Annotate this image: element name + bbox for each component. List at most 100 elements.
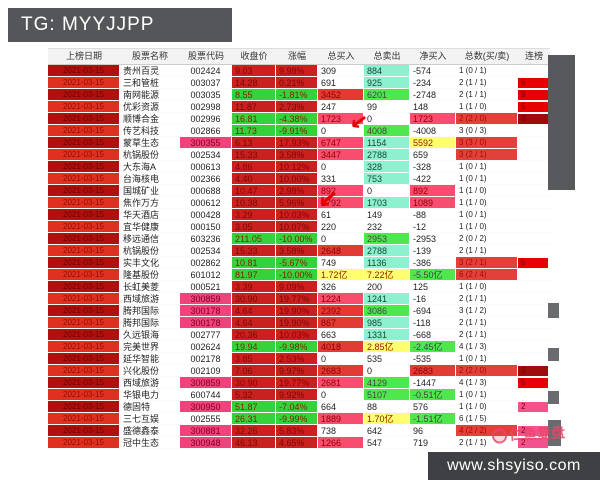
- total-buy-cell: 0: [318, 233, 364, 245]
- close-price-cell: 11.87: [232, 101, 276, 113]
- column-header: 股票名称: [131, 51, 168, 61]
- table-row[interactable]: 2021-03-15 台海核电 002366 4.40 10.00% 331 7…: [48, 173, 550, 185]
- date-cell: 2021-03-15: [48, 185, 120, 197]
- table-row[interactable]: 2021-03-15 华天酒店 000428 3.29 10.03% 61 14…: [48, 209, 550, 221]
- stock-name-cell[interactable]: 长虹美菱: [120, 281, 180, 293]
- table-row[interactable]: 2021-03-15 移远通信 603236 211.05 -10.00% 0 …: [48, 233, 550, 245]
- streak-cell: 9: [518, 89, 550, 101]
- streak-badge: 3: [518, 114, 548, 124]
- count-cell: 6 (1 / 5): [456, 413, 518, 425]
- total-sell-cell: 547: [364, 437, 410, 449]
- stock-name-cell[interactable]: 移远通信: [120, 233, 180, 245]
- stock-name-cell[interactable]: 大东海A: [120, 161, 180, 173]
- stock-name-cell[interactable]: 华天酒店: [120, 209, 180, 221]
- stock-name-cell[interactable]: 台海核电: [120, 173, 180, 185]
- table-row[interactable]: 2021-03-15 长虹美菱 000521 3.39 9.09% 326 20…: [48, 281, 550, 293]
- stock-name-cell[interactable]: 完美世界: [120, 341, 180, 353]
- table-row[interactable]: 2021-03-15 西域旅游 300859 30.90 19.77% 2681…: [48, 377, 550, 389]
- table-row[interactable]: 2021-03-15 宜华健康 000150 3.05 10.07% 220 2…: [48, 221, 550, 233]
- count-cell: 2 (0 / 2): [456, 233, 518, 245]
- stock-name-cell[interactable]: 贵州百灵: [120, 65, 180, 77]
- stock-name-cell[interactable]: 盛德鑫泰: [120, 425, 180, 437]
- table-row[interactable]: 2021-03-15 国城矿业 000688 10.47 2.98% 892 0…: [48, 185, 550, 197]
- total-buy-cell: 664: [318, 401, 364, 413]
- streak-cell: [518, 389, 550, 401]
- streak-cell: [518, 245, 550, 257]
- table-row[interactable]: 2021-03-15 三和管桩 003037 14.28 0.21% 691 9…: [48, 77, 550, 89]
- count-cell: 1 (0 / 1): [456, 389, 518, 401]
- stock-name-cell[interactable]: 久远银海: [120, 329, 180, 341]
- table-row[interactable]: 2021-03-15 隆基股份 601012 81.97 -10.00% 1.7…: [48, 269, 550, 281]
- stock-name-cell[interactable]: 国城矿业: [120, 185, 180, 197]
- table-row[interactable]: 2021-03-15 华银电力 600744 5.32 9.92% 0 5107…: [48, 389, 550, 401]
- change-pct-cell: 10.07%: [276, 221, 318, 233]
- close-price-cell: 32.26: [232, 425, 276, 437]
- date-cell: 2021-03-15: [48, 329, 120, 341]
- stock-name-cell[interactable]: 实丰文化: [120, 257, 180, 269]
- stock-name-cell[interactable]: 腾邦国际: [120, 305, 180, 317]
- table-row[interactable]: 2021-03-15 蒙草生态 300355 6.13 17.93% 6747 …: [48, 137, 550, 149]
- stock-name-cell[interactable]: 杭锅股份: [120, 245, 180, 257]
- stock-code-cell: 002109: [180, 365, 232, 377]
- column-header: 收盘价: [240, 51, 268, 61]
- net-buy-cell: -5.50亿: [410, 269, 456, 281]
- table-row[interactable]: 2021-03-15 延华智能 002178 3.85 2.53% 0 535 …: [48, 353, 550, 365]
- count-cell: 3 (1 / 2): [456, 305, 518, 317]
- count-cell: 2 (1 / 1): [456, 89, 518, 101]
- net-buy-cell: -694: [410, 305, 456, 317]
- stock-name-cell[interactable]: 传艺科技: [120, 125, 180, 137]
- table-row[interactable]: 2021-03-15 三七互娱 002555 26.31 -9.99% 1889…: [48, 413, 550, 425]
- stock-name-cell[interactable]: 顺博合金: [120, 113, 180, 125]
- streak-cell: 6: [518, 77, 550, 89]
- table-row[interactable]: 2021-03-15 杭锅股份 002534 15.33 3.58% 3447 …: [48, 149, 550, 161]
- table-row[interactable]: 2021-03-15 完美世界 002624 19.94 -9.98% 4018…: [48, 341, 550, 353]
- stock-name-cell[interactable]: 宜华健康: [120, 221, 180, 233]
- stock-name-cell[interactable]: 杭锅股份: [120, 149, 180, 161]
- close-price-cell: 4.64: [232, 305, 276, 317]
- date-cell: 2021-03-15: [48, 437, 120, 449]
- table-row[interactable]: 2021-03-15 大东海A 000613 4.86 10.12% 0 328…: [48, 161, 550, 173]
- table-row[interactable]: 2021-03-15 盛德鑫泰 300881 32.26 5.83% 738 6…: [48, 425, 550, 437]
- change-pct-cell: -5.67%: [276, 257, 318, 269]
- table-row[interactable]: 2021-03-15 冠中生态 300948 46.13 4.65% 1266 …: [48, 437, 550, 449]
- stock-name-cell[interactable]: 南网能源: [120, 89, 180, 101]
- stock-name-cell[interactable]: 西域旅游: [120, 377, 180, 389]
- table-row[interactable]: 2021-03-15 杭锅股份 002534 15.33 3.58% 2648 …: [48, 245, 550, 257]
- total-buy-cell: 4018: [318, 341, 364, 353]
- table-row[interactable]: 2021-03-15 久远银海 002777 20.36 10.03% 663 …: [48, 329, 550, 341]
- stock-name-cell[interactable]: 冠中生态: [120, 437, 180, 449]
- close-price-cell: 15.33: [232, 149, 276, 161]
- table-row[interactable]: 2021-03-15 腾邦国际 300178 4.64 19.90% 867 9…: [48, 317, 550, 329]
- count-cell: 2 (2 / 0): [456, 113, 518, 125]
- stock-name-cell[interactable]: 腾邦国际: [120, 317, 180, 329]
- table-row[interactable]: 2021-03-15 焦作万方 000612 10.38 5.96% 2792 …: [48, 197, 550, 209]
- table-row[interactable]: 2021-03-15 德固特 300950 51.87 -7.04% 664 8…: [48, 401, 550, 413]
- stock-name-cell[interactable]: 焦作万方: [120, 197, 180, 209]
- total-sell-cell: 1703: [364, 197, 410, 209]
- total-sell-cell: 4008: [364, 125, 410, 137]
- stock-name-cell[interactable]: 蒙草生态: [120, 137, 180, 149]
- table-row[interactable]: 2021-03-15 传艺科技 002866 11.73 -9.91% 0 40…: [48, 125, 550, 137]
- stock-name-cell[interactable]: 德固特: [120, 401, 180, 413]
- table-row[interactable]: 2021-03-15 西域旅游 300859 30.90 19.77% 1224…: [48, 293, 550, 305]
- table-row[interactable]: 2021-03-15 优彩资源 002998 11.87 2.73% 247 9…: [48, 101, 550, 113]
- stock-name-cell[interactable]: 优彩资源: [120, 101, 180, 113]
- stock-name-cell[interactable]: 隆基股份: [120, 269, 180, 281]
- table-row[interactable]: 2021-03-15 兴化股份 002109 7.06 9.97% 2683 0…: [48, 365, 550, 377]
- stock-name-cell[interactable]: 三和管桩: [120, 77, 180, 89]
- table-row[interactable]: 2021-03-15 实丰文化 002862 10.81 -5.67% 749 …: [48, 257, 550, 269]
- stock-name-cell[interactable]: 延华智能: [120, 353, 180, 365]
- stock-name-cell[interactable]: 三七互娱: [120, 413, 180, 425]
- total-buy-cell: 0: [318, 389, 364, 401]
- stock-name-cell[interactable]: 兴化股份: [120, 365, 180, 377]
- total-buy-cell: 2648: [318, 245, 364, 257]
- table-row[interactable]: 2021-03-15 顺博合金 002996 16.81 -4.38% 1723…: [48, 113, 550, 125]
- table-row[interactable]: 2021-03-15 南网能源 003035 8.55 -1.81% 3452 …: [48, 89, 550, 101]
- stock-name-cell[interactable]: 西域旅游: [120, 293, 180, 305]
- table-row[interactable]: 2021-03-15 腾邦国际 300178 4.64 19.90% 2392 …: [48, 305, 550, 317]
- total-buy-cell: 663: [318, 329, 364, 341]
- table-row[interactable]: 2021-03-15 贵州百灵 002424 9.03 9.98% 309 88…: [48, 65, 550, 77]
- close-price-cell: 10.38: [232, 197, 276, 209]
- total-buy-cell: 691: [318, 77, 364, 89]
- stock-name-cell[interactable]: 华银电力: [120, 389, 180, 401]
